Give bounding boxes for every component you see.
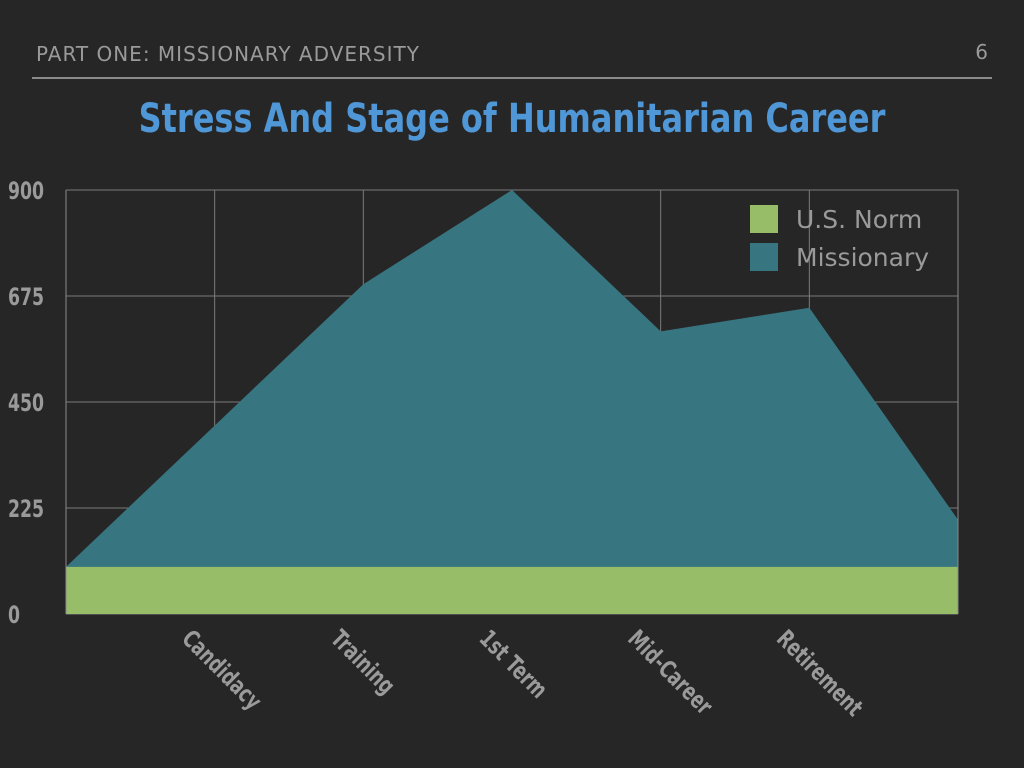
area-series-missionary (66, 190, 958, 614)
page-number: 6 (975, 40, 988, 64)
y-axis-ticks: 0 225 450 675 900 (8, 177, 44, 629)
legend-label-u-s-norm: U.S. Norm (796, 205, 922, 234)
y-tick-label: 450 (8, 389, 44, 417)
y-tick-label: 0 (8, 601, 20, 629)
x-tick-label: Mid-Career (623, 625, 719, 721)
x-tick-label: 1st Term (474, 625, 553, 704)
x-axis-ticks: Candidacy Training 1st Term Mid-Career Retir… (177, 625, 869, 722)
legend-swatch-u-s-norm (750, 205, 778, 233)
legend-label-missionary: Missionary (796, 243, 929, 272)
area-series-u-s-norm (66, 566, 958, 614)
section-label: PART ONE: MISSIONARY ADVERSITY (36, 42, 420, 66)
legend-swatch-missionary (750, 243, 778, 271)
y-tick-label: 900 (8, 177, 44, 205)
chart-frame (65, 190, 959, 614)
y-tick-label: 225 (8, 495, 44, 523)
chart-legend: U.S. Norm Missionary (750, 205, 929, 272)
x-tick-label: Retirement (771, 625, 868, 722)
y-tick-label: 675 (8, 283, 44, 311)
x-tick-label: Candidacy (177, 625, 268, 716)
header-divider (32, 77, 992, 79)
x-tick-label: Training (325, 625, 400, 700)
chart-title: Stress And Stage of Humanitarian Career (138, 96, 886, 142)
chart-areas (66, 190, 958, 614)
